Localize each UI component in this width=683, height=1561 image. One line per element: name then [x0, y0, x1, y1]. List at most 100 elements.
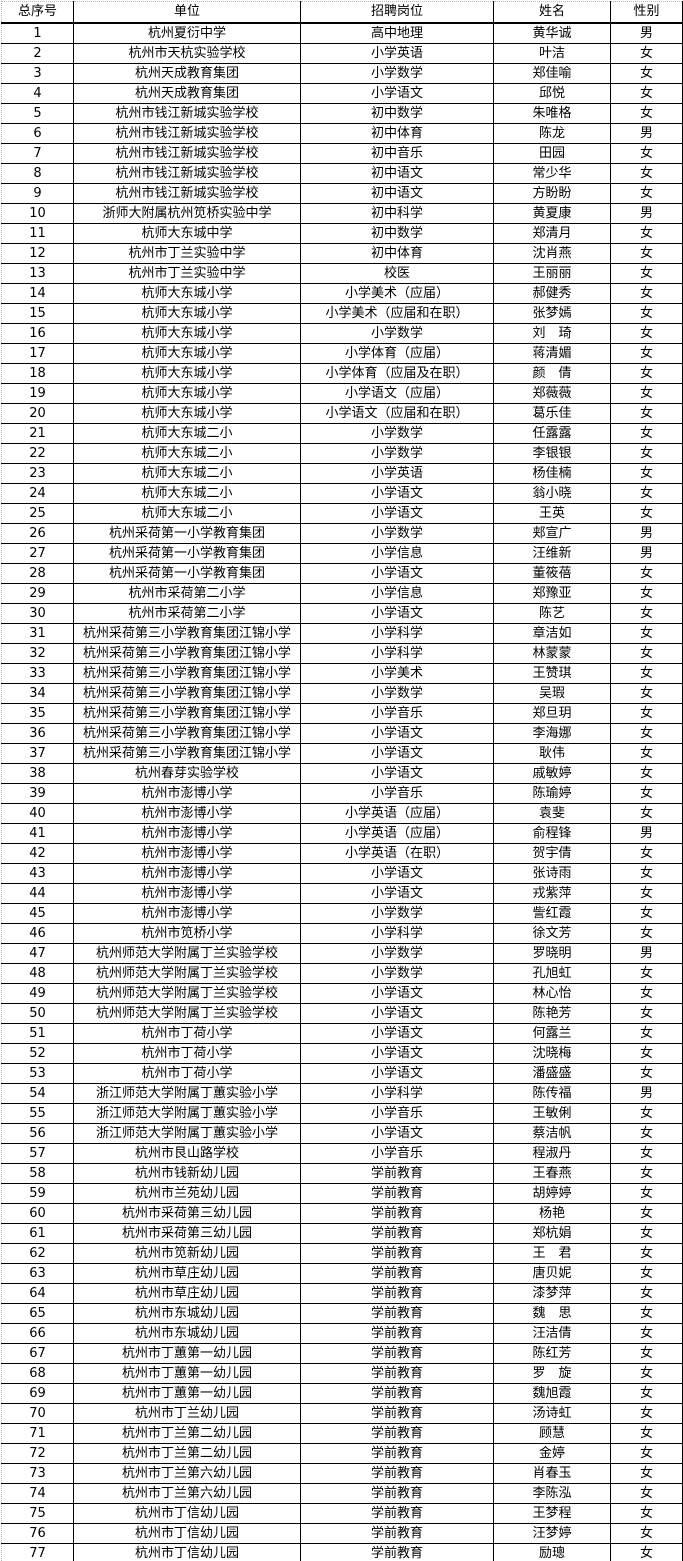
cell-name: 俞程锋 — [493, 823, 611, 844]
cell-position: 小学科学 — [300, 643, 494, 664]
cell-gender: 女 — [610, 703, 683, 724]
table-row: 8 杭州市钱江新城实验学校 初中语文 常少华 女 — [1, 163, 683, 184]
cell-name: 贺宇倩 — [493, 843, 611, 864]
cell-name: 肖春玉 — [493, 1463, 611, 1484]
table-row: 25 杭师大东城二小 小学语文 王英 女 — [1, 503, 683, 524]
table-row: 4 杭州天成教育集团 小学语文 邱悦 女 — [1, 83, 683, 104]
cell-serial: 58 — [1, 1163, 74, 1184]
table-row: 27 杭州采荷第一小学教育集团 小学信息 汪维新 男 — [1, 543, 683, 564]
cell-position: 学前教育 — [300, 1463, 494, 1484]
cell-serial: 77 — [1, 1543, 74, 1561]
table-row: 32 杭州采荷第三小学教育集团江锦小学 小学科学 林蒙蒙 女 — [1, 643, 683, 664]
cell-serial: 15 — [1, 303, 74, 324]
cell-name: 顾慧 — [493, 1423, 611, 1444]
cell-name: 颜 倩 — [493, 363, 611, 384]
cell-serial: 48 — [1, 963, 74, 984]
cell-position: 小学语文 — [300, 483, 494, 504]
cell-serial: 4 — [1, 83, 74, 104]
table-row: 56 浙江师范大学附属丁蕙实验小学 小学语文 蔡洁帆 女 — [1, 1123, 683, 1144]
cell-unit: 杭州市采荷第二小学 — [73, 603, 301, 624]
table-row: 22 杭师大东城二小 小学数学 李银银 女 — [1, 443, 683, 464]
table-row: 23 杭师大东城二小 小学英语 杨佳楠 女 — [1, 463, 683, 484]
cell-name: 励璁 — [493, 1543, 611, 1561]
cell-name: 陈龙 — [493, 123, 611, 144]
cell-unit: 杭州采荷第一小学教育集团 — [73, 523, 301, 544]
cell-serial: 3 — [1, 63, 74, 84]
cell-serial: 38 — [1, 763, 74, 784]
cell-position: 小学数学 — [300, 963, 494, 984]
cell-serial: 19 — [1, 383, 74, 404]
cell-gender: 女 — [610, 1503, 683, 1524]
cell-unit: 杭州市澎博小学 — [73, 823, 301, 844]
cell-name: 汤诗虹 — [493, 1403, 611, 1424]
table-row: 12 杭州市丁兰实验中学 初中体育 沈肖燕 女 — [1, 243, 683, 264]
cell-unit: 杭州市钱江新城实验学校 — [73, 123, 301, 144]
cell-gender: 女 — [610, 363, 683, 384]
cell-position: 小学音乐 — [300, 1103, 494, 1124]
cell-position: 小学音乐 — [300, 1143, 494, 1164]
cell-serial: 30 — [1, 603, 74, 624]
table-row: 31 杭州采荷第三小学教育集团江锦小学 小学科学 章洁如 女 — [1, 623, 683, 644]
cell-gender: 女 — [610, 1263, 683, 1284]
cell-serial: 22 — [1, 443, 74, 464]
table-row: 63 杭州市草庄幼儿园 学前教育 唐贝妮 女 — [1, 1263, 683, 1284]
cell-gender: 女 — [610, 1323, 683, 1344]
table-row: 73 杭州市丁兰第六幼儿园 学前教育 肖春玉 女 — [1, 1463, 683, 1484]
cell-position: 初中音乐 — [300, 143, 494, 164]
cell-gender: 女 — [610, 1223, 683, 1244]
cell-unit: 杭州市东城幼儿园 — [73, 1323, 301, 1344]
cell-unit: 杭师大东城小学 — [73, 343, 301, 364]
table-row: 70 杭州市丁兰幼儿园 学前教育 汤诗虹 女 — [1, 1403, 683, 1424]
cell-unit: 杭州市东城幼儿园 — [73, 1303, 301, 1324]
cell-gender: 女 — [610, 1363, 683, 1384]
cell-gender: 男 — [610, 203, 683, 224]
table-row: 44 杭州市澎博小学 小学语文 戎紫萍 女 — [1, 883, 683, 904]
cell-position: 小学科学 — [300, 1083, 494, 1104]
cell-position: 小学科学 — [300, 923, 494, 944]
cell-name: 王春燕 — [493, 1163, 611, 1184]
cell-serial: 25 — [1, 503, 74, 524]
cell-name: 蔡洁帆 — [493, 1123, 611, 1144]
cell-serial: 75 — [1, 1503, 74, 1524]
table-row: 67 杭州市丁蕙第一幼儿园 学前教育 陈红芳 女 — [1, 1343, 683, 1364]
cell-serial: 45 — [1, 903, 74, 924]
column-header-serial: 总序号 — [1, 1, 74, 24]
cell-name: 朱唯格 — [493, 103, 611, 124]
cell-gender: 男 — [610, 943, 683, 964]
cell-gender: 男 — [610, 123, 683, 144]
table-row: 13 杭州市丁兰实验中学 校医 王丽丽 女 — [1, 263, 683, 284]
cell-serial: 9 — [1, 183, 74, 204]
cell-unit: 杭师大东城小学 — [73, 363, 301, 384]
cell-gender: 女 — [610, 1343, 683, 1364]
cell-gender: 女 — [610, 223, 683, 244]
cell-gender: 女 — [610, 983, 683, 1004]
cell-serial: 13 — [1, 263, 74, 284]
cell-position: 学前教育 — [300, 1203, 494, 1224]
cell-gender: 女 — [610, 1163, 683, 1184]
cell-name: 杨艳 — [493, 1203, 611, 1224]
cell-position: 初中科学 — [300, 203, 494, 224]
cell-gender: 女 — [610, 443, 683, 464]
cell-gender: 男 — [610, 1083, 683, 1104]
cell-serial: 47 — [1, 943, 74, 964]
cell-unit: 浙江师范大学附属丁蕙实验小学 — [73, 1083, 301, 1104]
cell-position: 小学信息 — [300, 543, 494, 564]
cell-serial: 60 — [1, 1203, 74, 1224]
table-row: 14 杭师大东城小学 小学美术（应届） 郝健秀 女 — [1, 283, 683, 304]
cell-gender: 女 — [610, 863, 683, 884]
table-row: 51 杭州市丁荷小学 小学语文 何露兰 女 — [1, 1023, 683, 1044]
cell-serial: 16 — [1, 323, 74, 344]
column-header-position: 招聘岗位 — [300, 1, 494, 24]
cell-position: 学前教育 — [300, 1363, 494, 1384]
cell-serial: 32 — [1, 643, 74, 664]
cell-name: 潘盛盛 — [493, 1063, 611, 1084]
cell-position: 小学美术（应届） — [300, 283, 494, 304]
cell-gender: 女 — [610, 1003, 683, 1024]
cell-unit: 杭州市丁兰第六幼儿园 — [73, 1483, 301, 1504]
cell-name: 邱悦 — [493, 83, 611, 104]
cell-name: 何露兰 — [493, 1023, 611, 1044]
cell-serial: 12 — [1, 243, 74, 264]
table-row: 42 杭州市澎博小学 小学英语（在职） 贺宇倩 女 — [1, 843, 683, 864]
cell-position: 小学英语（应届） — [300, 803, 494, 824]
cell-unit: 杭州采荷第三小学教育集团江锦小学 — [73, 723, 301, 744]
